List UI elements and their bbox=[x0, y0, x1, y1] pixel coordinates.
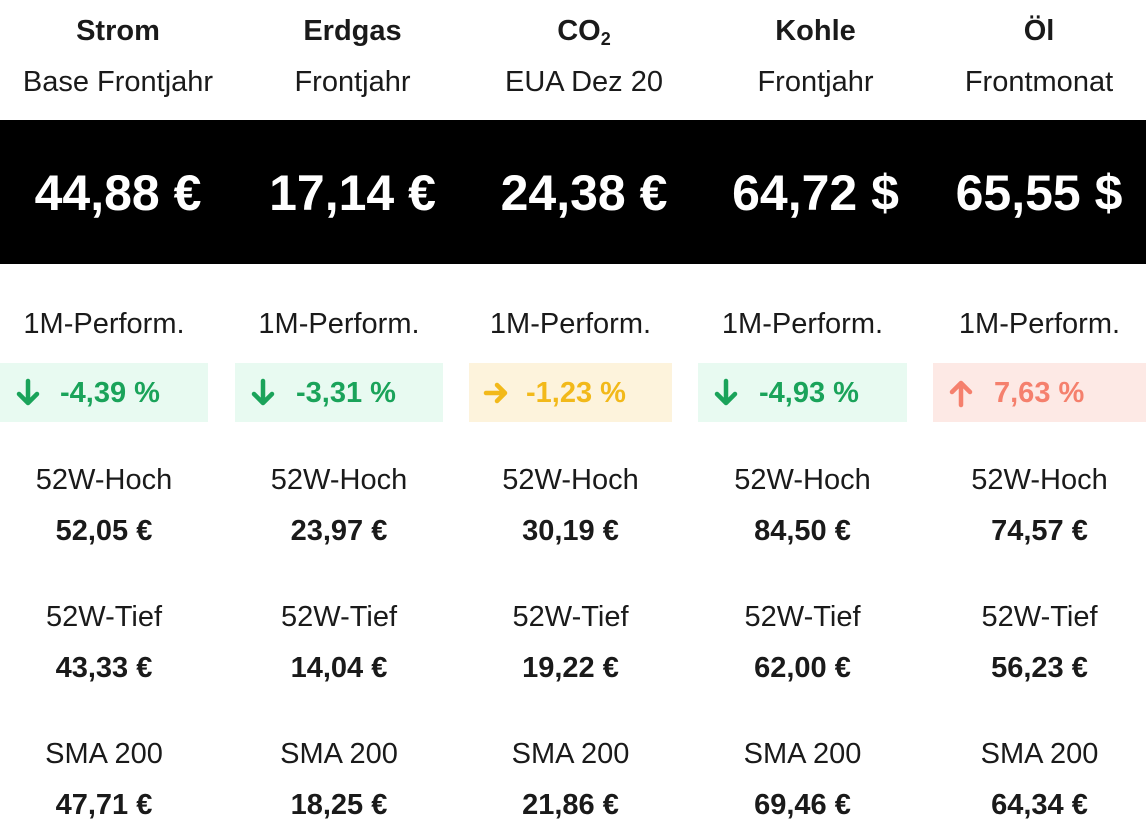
commodity-name: Strom bbox=[76, 15, 160, 47]
down-icon bbox=[251, 378, 275, 406]
sma-label: SMA 200 bbox=[280, 738, 398, 770]
perf-badge: -4,39 % bbox=[0, 363, 208, 422]
low-value: 43,33 € bbox=[55, 652, 153, 684]
commodity-subtitle: Frontjahr bbox=[294, 66, 411, 98]
sma-value: 18,25 € bbox=[290, 789, 388, 821]
high-value: 52,05 € bbox=[55, 515, 153, 547]
perf-value: -4,39 % bbox=[60, 377, 160, 409]
commodity-subtitle: Base Frontjahr bbox=[22, 66, 214, 98]
up-icon bbox=[949, 380, 973, 408]
high-label: 52W-Hoch bbox=[502, 464, 639, 496]
high-label: 52W-Hoch bbox=[971, 464, 1108, 496]
low-label: 52W-Tief bbox=[981, 601, 1098, 633]
low-value: 14,04 € bbox=[290, 652, 388, 684]
commodity-subtitle: EUA Dez 20 bbox=[505, 66, 663, 98]
sma-label: SMA 200 bbox=[980, 738, 1099, 770]
perf-value: -1,23 % bbox=[526, 377, 626, 409]
commodity-subtitle: Frontjahr bbox=[757, 66, 874, 98]
high-value: 84,50 € bbox=[754, 515, 851, 547]
low-label: 52W-Tief bbox=[45, 601, 163, 633]
price-value: 44,88 € bbox=[34, 165, 202, 221]
sma-label: SMA 200 bbox=[511, 738, 630, 770]
low-label: 52W-Tief bbox=[280, 601, 398, 633]
high-value: 30,19 € bbox=[522, 515, 619, 547]
low-value: 19,22 € bbox=[522, 652, 619, 684]
commodity-name: CO2 bbox=[557, 15, 611, 49]
sma-value: 21,86 € bbox=[522, 789, 619, 821]
perf-badge: -4,93 % bbox=[698, 363, 907, 422]
right-icon bbox=[483, 382, 508, 404]
down-icon bbox=[714, 378, 738, 406]
perf-badge: -3,31 % bbox=[235, 363, 443, 422]
commodity-name: Öl bbox=[1023, 15, 1055, 47]
commodity-name: Erdgas bbox=[303, 15, 402, 47]
sma-label: SMA 200 bbox=[45, 738, 163, 770]
perf-label: 1M-Perform. bbox=[958, 308, 1121, 340]
perf-label: 1M-Perform. bbox=[258, 308, 420, 340]
price-band bbox=[0, 120, 1146, 264]
sma-value: 64,34 € bbox=[991, 789, 1088, 821]
low-label: 52W-Tief bbox=[744, 601, 861, 633]
perf-label: 1M-Perform. bbox=[721, 308, 884, 340]
commodity-name: Kohle bbox=[775, 15, 856, 47]
perf-value: -4,93 % bbox=[759, 377, 859, 409]
sma-value: 69,46 € bbox=[754, 789, 851, 821]
commodity-subtitle: Frontmonat bbox=[964, 66, 1114, 98]
high-value: 23,97 € bbox=[290, 515, 388, 547]
perf-badge: -1,23 % bbox=[469, 363, 672, 422]
sma-label: SMA 200 bbox=[743, 738, 862, 770]
perf-label: 1M-Perform. bbox=[23, 308, 185, 340]
down-icon bbox=[16, 378, 40, 406]
high-value: 74,57 € bbox=[991, 515, 1088, 547]
high-label: 52W-Hoch bbox=[35, 464, 173, 496]
low-label: 52W-Tief bbox=[512, 601, 629, 633]
low-value: 62,00 € bbox=[754, 652, 851, 684]
low-value: 56,23 € bbox=[991, 652, 1088, 684]
perf-value: 7,63 % bbox=[994, 377, 1085, 409]
price-value: 65,55 $ bbox=[955, 165, 1123, 221]
perf-badge: 7,63 % bbox=[933, 363, 1146, 422]
price-value: 17,14 € bbox=[269, 165, 436, 221]
perf-label: 1M-Perform. bbox=[489, 308, 652, 340]
sma-value: 47,71 € bbox=[55, 789, 153, 821]
price-value: 24,38 € bbox=[500, 165, 668, 221]
price-value: 64,72 $ bbox=[732, 165, 899, 221]
high-label: 52W-Hoch bbox=[270, 464, 408, 496]
high-label: 52W-Hoch bbox=[734, 464, 871, 496]
perf-value: -3,31 % bbox=[296, 377, 396, 409]
